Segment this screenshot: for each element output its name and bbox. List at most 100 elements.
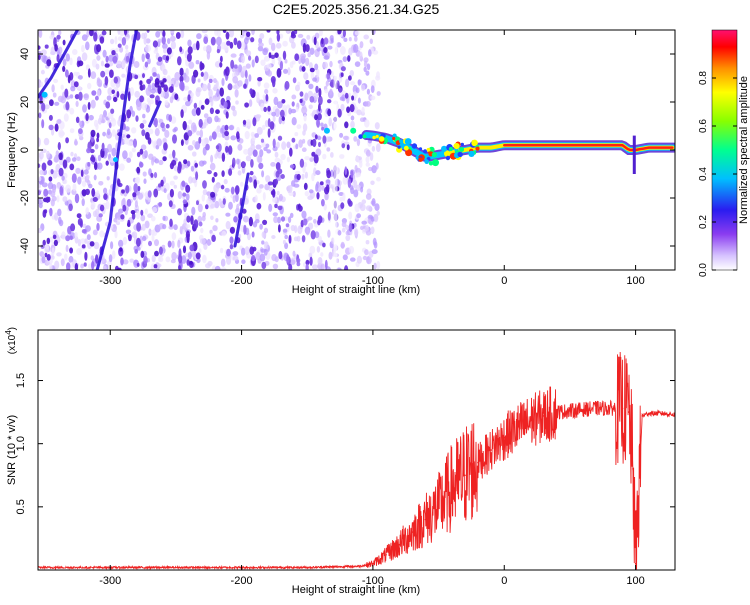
spectrogram-y-tick-label: 20 [19,96,31,108]
spectrogram-noise-cell [151,157,155,166]
spectrogram-hot-cell [350,127,357,134]
spectrogram-noise-cell [39,251,45,258]
spectrogram-noise-cell [299,158,305,168]
spectrogram-noise-cell [42,239,46,246]
spectrogram-noise-cell [207,82,211,91]
spectrogram-noise-cell [216,88,220,98]
spectrogram-noise-cell [309,96,315,103]
spectrogram-noise-cell [82,190,86,195]
spectrogram-noise-cell [376,71,380,79]
spectrogram-noise-cell [171,251,177,261]
spectrogram-noise-cell [243,83,247,89]
spectrogram-noise-cell [327,99,332,104]
spectrogram-noise-cell [340,46,346,55]
spectrogram-noise-cell [54,44,58,52]
spectrogram-noise-cell [148,128,154,135]
spectrogram-noise-cell [314,32,320,39]
spectrogram-noise-cell [53,156,60,163]
spectrogram-noise-cell [361,106,365,114]
spectrogram-noise-cell [209,162,216,171]
spectrogram-noise-cell [96,55,101,61]
spectrogram-noise-cell [209,107,214,115]
spectrogram-noise-cell [219,62,223,68]
spectrogram-noise-cell [114,230,118,239]
spectrogram-noise-cell [72,183,77,192]
spectrogram-noise-cell [160,122,165,129]
spectrogram-noise-cell [277,56,282,62]
spectrogram-noise-cell [326,170,332,179]
snr-data-point [503,436,506,439]
spectrogram-noise-cell [245,63,251,69]
spectrogram-noise-cell [374,203,380,212]
spectrogram-noise-cell [96,222,100,231]
spectrogram-noise-cell [188,176,193,184]
spectrogram-noise-cell [75,167,81,174]
spectrogram-noise-cell [165,256,171,263]
spectrogram-noise-cell [139,123,145,129]
snr-data-point [424,518,427,521]
spectrogram-noise-cell [147,213,153,218]
spectrogram-noise-cell [269,121,275,130]
spectrogram-noise-cell [38,30,43,38]
spectrogram-noise-cell [321,185,325,191]
spectrogram-noise-cell [223,101,228,109]
spectrogram-noise-cell [305,259,310,266]
snr-y-axis-label: SNR (10 * v/v) [6,415,18,485]
spectrogram-noise-cell [313,218,317,224]
spectrogram-noise-cell [78,91,83,101]
spectrogram-noise-cell [131,110,136,117]
spectrogram-noise-cell [216,49,220,54]
spectrogram-noise-cell [187,39,192,47]
spectrogram-noise-cell [57,142,61,151]
spectrogram-noise-cell [153,49,159,54]
spectrogram-noise-cell [225,220,231,230]
spectrogram-noise-cell [354,36,358,42]
spectrogram-noise-cell [127,219,131,227]
spectrogram-noise-cell [341,94,346,102]
spectrogram-noise-cell [136,151,141,158]
spectrogram-noise-cell [322,61,328,69]
spectrogram-noise-cell [376,91,381,96]
spectrogram-noise-cell [212,97,219,102]
spectrogram-noise-cell [371,249,378,255]
spectrogram-noise-cell [158,246,163,255]
spectrogram-noise-cell [262,192,266,201]
spectrogram-noise-cell [216,184,222,189]
spectrogram-noise-cell [162,43,168,50]
spectrogram-noise-cell [52,234,57,240]
spectrogram-noise-cell [200,104,205,110]
spectrogram-noise-cell [185,100,191,107]
spectrogram-noise-cell [142,113,146,119]
spectrogram-noise-cell [339,132,344,138]
snr-data-point [641,415,643,417]
spectrogram-noise-cell [115,47,119,53]
spectrogram-noise-cell [231,105,236,111]
spectrogram-noise-cell [220,127,224,134]
spectrogram-noise-cell [302,130,306,136]
colorbar: 0.0 0.2 0.4 0.6 0.8 Normalized spectral ampl… [698,29,750,277]
spectrogram-noise-cell [348,75,352,81]
spectrogram-noise-cell [210,203,216,209]
spectrogram-noise-cell [368,166,373,172]
spectrogram-noise-cell [51,247,55,256]
spectrogram-noise-cell [70,85,76,92]
spectrogram-noise-cell [359,51,363,60]
spectrogram-noise-cell [356,255,362,264]
colorbar-label: Normalized spectral amplitude [738,76,750,224]
spectrogram-noise-cell [291,117,297,126]
spectrogram-noise-cell [92,197,98,202]
spectrogram-noise-cell [274,52,279,58]
spectrogram-noise-cell [256,126,263,135]
spectrogram-noise-cell [219,87,224,97]
spectrogram-noise-cell [282,40,288,47]
spectrogram-carrier-blob [411,143,418,149]
spectrogram-noise-cell [365,156,370,164]
spectrogram-noise-cell [327,211,331,221]
spectrogram-noise-cell [360,186,364,193]
spectrogram-noise-cell [296,258,301,263]
spectrogram-noise-cell [87,68,91,78]
spectrogram-noise-cell [243,148,249,155]
spectrogram-noise-cell [228,145,233,155]
snr-data-point [628,411,630,413]
spectrogram-noise-cell [376,176,381,182]
